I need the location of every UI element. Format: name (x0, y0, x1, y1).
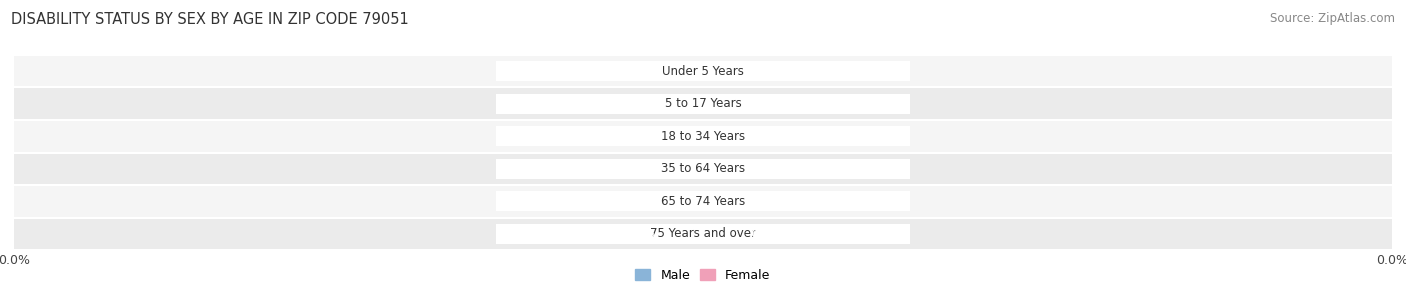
Bar (496, 159, 910, 179)
Text: DISABILITY STATUS BY SEX BY AGE IN ZIP CODE 79051: DISABILITY STATUS BY SEX BY AGE IN ZIP C… (11, 12, 409, 27)
Bar (579, 224, 703, 244)
Text: 5 to 17 Years: 5 to 17 Years (665, 97, 741, 110)
Bar (703, 191, 827, 211)
Bar (14, 217, 1392, 250)
Bar (579, 126, 703, 146)
Text: 0.0%: 0.0% (627, 99, 655, 109)
Text: 18 to 34 Years: 18 to 34 Years (661, 130, 745, 143)
Text: 0.0%: 0.0% (751, 131, 779, 141)
Text: 0.0%: 0.0% (751, 66, 779, 76)
Text: 35 to 64 Years: 35 to 64 Years (661, 162, 745, 175)
Text: 0.0%: 0.0% (751, 99, 779, 109)
Bar (703, 126, 827, 146)
Text: 0.0%: 0.0% (751, 196, 779, 206)
Bar (14, 185, 1392, 217)
Bar (496, 224, 910, 244)
Bar (703, 61, 827, 81)
Bar (703, 224, 827, 244)
Bar (496, 94, 910, 114)
Text: Source: ZipAtlas.com: Source: ZipAtlas.com (1270, 12, 1395, 25)
Text: 0.0%: 0.0% (627, 196, 655, 206)
Bar (703, 94, 827, 114)
Bar (14, 120, 1392, 152)
Bar (496, 191, 910, 211)
Bar (579, 61, 703, 81)
Bar (703, 159, 827, 179)
Bar (14, 88, 1392, 120)
Text: 0.0%: 0.0% (627, 164, 655, 174)
Bar (579, 191, 703, 211)
Text: Under 5 Years: Under 5 Years (662, 65, 744, 78)
Bar (14, 55, 1392, 88)
Text: 0.0%: 0.0% (751, 229, 779, 239)
Text: 75 Years and over: 75 Years and over (650, 227, 756, 240)
Bar (14, 152, 1392, 185)
Legend: Male, Female: Male, Female (630, 264, 776, 287)
Text: 0.0%: 0.0% (751, 164, 779, 174)
Bar (579, 159, 703, 179)
Text: 65 to 74 Years: 65 to 74 Years (661, 195, 745, 208)
Text: 0.0%: 0.0% (627, 131, 655, 141)
Bar (579, 94, 703, 114)
Bar (496, 126, 910, 146)
Bar (496, 61, 910, 81)
Text: 0.0%: 0.0% (627, 66, 655, 76)
Text: 0.0%: 0.0% (627, 229, 655, 239)
